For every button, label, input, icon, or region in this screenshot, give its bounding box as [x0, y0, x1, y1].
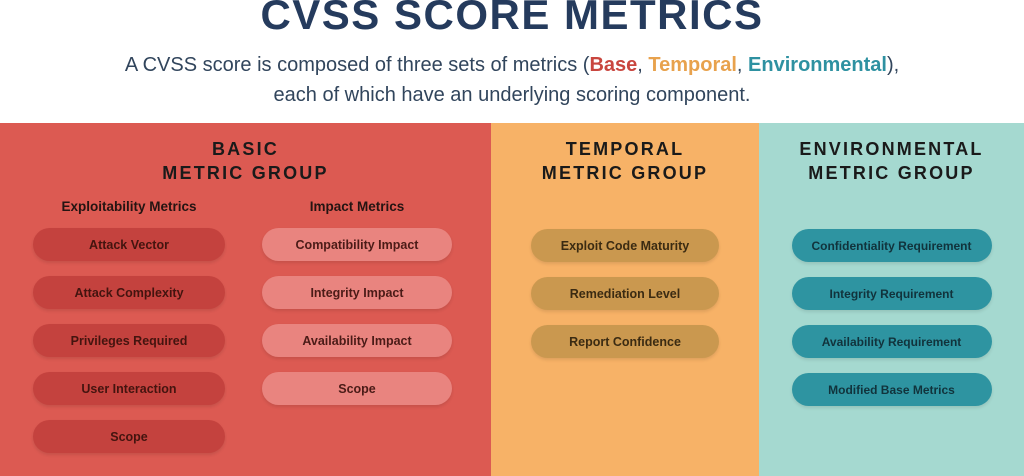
- panel-environmental-title-line2: METRIC GROUP: [808, 163, 975, 183]
- metric-pill-scope-exploitability: Scope: [33, 420, 225, 453]
- metric-pill-integrity-impact: Integrity Impact: [262, 276, 452, 309]
- subtitle-separator-1: ,: [637, 54, 649, 76]
- subtitle-term-temporal: Temporal: [648, 54, 737, 76]
- subtitle-suffix: ),: [886, 54, 900, 76]
- environmental-pills: Confidentiality Requirement Integrity Re…: [759, 229, 1024, 421]
- metric-group-panels: BASIC METRIC GROUP Exploitability Metric…: [0, 123, 1024, 476]
- metric-pill-remediation-level: Remediation Level: [531, 277, 719, 310]
- subtitle-separator-2: ,: [736, 54, 749, 76]
- panel-temporal-metric-group: TEMPORAL METRIC GROUP Exploit Code Matur…: [491, 123, 759, 476]
- subtitle-line-2: each of which have an underlying scoring…: [273, 84, 751, 106]
- page-subtitle: A CVSS score is composed of three sets o…: [0, 50, 1024, 110]
- impact-metrics-column: Impact Metrics Compatibility Impact Inte…: [262, 198, 452, 468]
- metric-pill-compatibility-impact: Compatibility Impact: [262, 228, 452, 261]
- metric-pill-attack-complexity: Attack Complexity: [33, 276, 225, 309]
- metric-pill-attack-vector: Attack Vector: [33, 228, 225, 261]
- page-header: CVSS SCORE METRICS A CVSS score is compo…: [0, 0, 1024, 110]
- panel-temporal-title: TEMPORAL METRIC GROUP: [491, 123, 759, 185]
- subtitle-term-environmental: Environmental: [748, 54, 887, 76]
- exploitability-metrics-heading: Exploitability Metrics: [61, 199, 197, 214]
- subtitle-term-base: Base: [589, 54, 638, 76]
- metric-pill-availability-requirement: Availability Requirement: [791, 325, 992, 358]
- metric-pill-modified-base-metrics: Modified Base Metrics: [791, 373, 992, 406]
- panel-basic-title-line2: METRIC GROUP: [162, 163, 329, 183]
- basic-columns: Exploitability Metrics Attack Vector Att…: [0, 198, 491, 468]
- metric-pill-scope-impact: Scope: [262, 372, 452, 405]
- panel-basic-title-line1: BASIC: [211, 139, 279, 159]
- metric-pill-availability-impact: Availability Impact: [262, 324, 452, 357]
- metric-pill-privileges-required: Privileges Required: [33, 324, 225, 357]
- panel-environmental-title-line1: ENVIRONMENTAL: [799, 139, 984, 159]
- panel-temporal-title-line2: METRIC GROUP: [541, 163, 709, 183]
- impact-metrics-heading: Impact Metrics: [309, 199, 405, 214]
- panel-temporal-title-line1: TEMPORAL: [565, 139, 685, 159]
- exploitability-metrics-column: Exploitability Metrics Attack Vector Att…: [33, 198, 225, 468]
- panel-basic-metric-group: BASIC METRIC GROUP Exploitability Metric…: [0, 123, 491, 476]
- metric-pill-exploit-code-maturity: Exploit Code Maturity: [531, 229, 719, 262]
- metric-pill-confidentiality-requirement: Confidentiality Requirement: [791, 229, 992, 262]
- subtitle-line-1: A CVSS score is composed of three sets o…: [0, 50, 1024, 80]
- metric-pill-user-interaction: User Interaction: [33, 372, 225, 405]
- panel-basic-title: BASIC METRIC GROUP: [0, 123, 491, 185]
- subtitle-prefix: A CVSS score is composed of three sets o…: [124, 54, 590, 76]
- metric-pill-report-confidence: Report Confidence: [531, 325, 719, 358]
- temporal-pills: Exploit Code Maturity Remediation Level …: [491, 229, 759, 373]
- panel-environmental-title: ENVIRONMENTAL METRIC GROUP: [759, 123, 1024, 185]
- page-title: CVSS SCORE METRICS: [260, 0, 764, 38]
- panel-environmental-metric-group: ENVIRONMENTAL METRIC GROUP Confidentiali…: [759, 123, 1024, 476]
- metric-pill-integrity-requirement: Integrity Requirement: [791, 277, 992, 310]
